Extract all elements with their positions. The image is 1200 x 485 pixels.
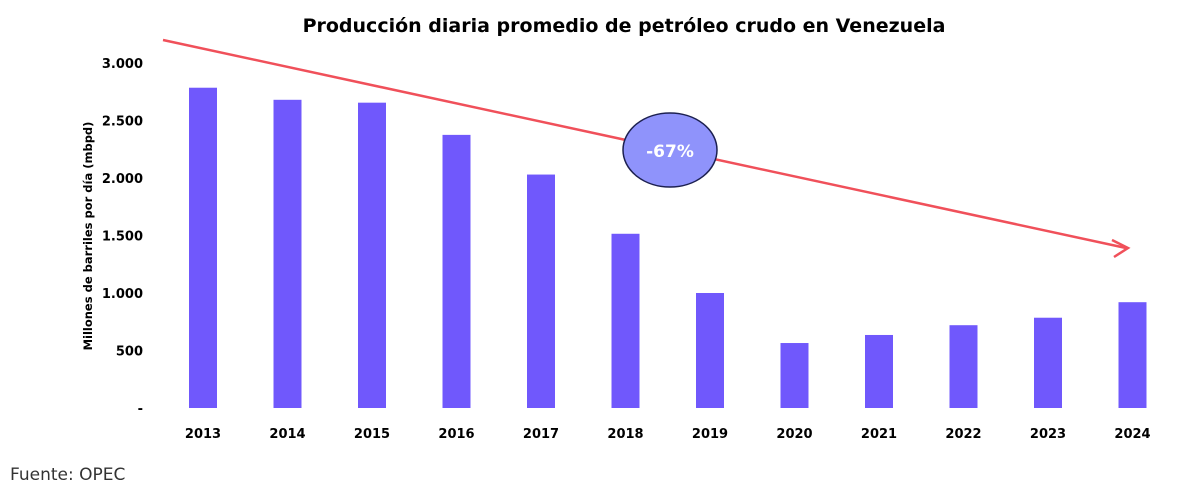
y-tick-label: -: [138, 402, 143, 417]
bar-2021: [865, 334, 893, 408]
x-tick-label: 2014: [269, 427, 305, 442]
bar-2017: [527, 174, 555, 408]
trend-arrowhead: [1111, 238, 1131, 259]
x-tick-label: 2021: [861, 427, 897, 442]
y-axis-label: Millones de barriles por día (mbpd): [81, 122, 95, 351]
bar-2013: [189, 87, 217, 408]
y-tick-label: 2.000: [102, 172, 143, 187]
x-tick-label: 2019: [692, 427, 728, 442]
x-tick-label: 2024: [1114, 427, 1150, 442]
y-tick-label: 3.000: [102, 57, 143, 72]
annotation-ellipse: [622, 112, 718, 188]
x-tick-label: 2013: [185, 427, 221, 442]
bar-2022: [949, 325, 978, 408]
x-tick-label: 2020: [776, 427, 812, 442]
x-tick-label: 2018: [607, 427, 643, 442]
bar-2023: [1034, 317, 1062, 408]
y-tick-label: 1.500: [102, 230, 143, 245]
source-note: Fuente: OPEC: [10, 465, 125, 485]
bar-2020: [780, 343, 809, 408]
bar-2016: [442, 134, 471, 408]
x-tick-label: 2017: [523, 427, 559, 442]
bar-2015: [358, 102, 386, 409]
bar-2019: [696, 293, 724, 408]
y-tick-label: 2.500: [102, 115, 143, 130]
annotation-label: -67%: [646, 142, 694, 162]
bar-2024: [1118, 302, 1147, 408]
x-tick-label: 2016: [438, 427, 474, 442]
bar-2014: [273, 99, 302, 409]
y-tick-label: 500: [116, 345, 143, 360]
chart-title: Producción diaria promedio de petróleo c…: [303, 15, 946, 37]
bar-2018: [611, 233, 640, 408]
x-tick-label: 2022: [945, 427, 981, 442]
x-tick-label: 2023: [1030, 427, 1066, 442]
y-tick-label: 1.000: [102, 287, 143, 302]
x-tick-label: 2015: [354, 427, 390, 442]
